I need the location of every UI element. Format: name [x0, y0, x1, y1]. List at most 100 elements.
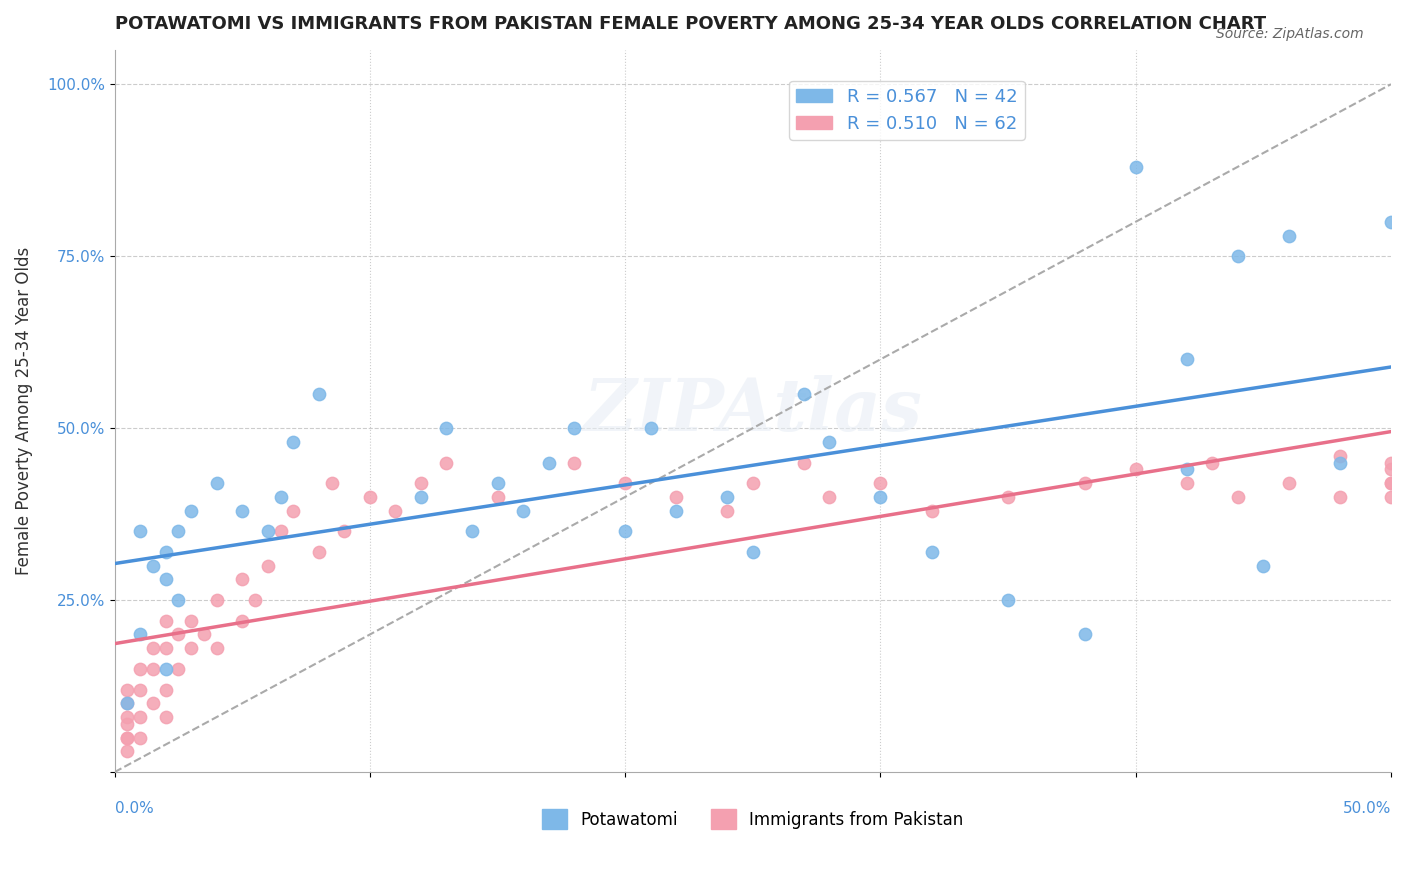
Point — [997, 490, 1019, 504]
Point — [155, 641, 177, 656]
Point — [1379, 462, 1402, 476]
Point — [1379, 476, 1402, 491]
Point — [486, 490, 509, 504]
Point — [793, 386, 815, 401]
Point — [1175, 352, 1198, 367]
Point — [270, 524, 292, 539]
Point — [1125, 462, 1147, 476]
Point — [321, 476, 343, 491]
Point — [180, 641, 202, 656]
Point — [243, 593, 266, 607]
Point — [716, 490, 738, 504]
Point — [167, 593, 190, 607]
Point — [741, 545, 763, 559]
Text: ZIPAtlas: ZIPAtlas — [583, 376, 922, 446]
Point — [129, 524, 152, 539]
Point — [129, 662, 152, 676]
Point — [1226, 490, 1249, 504]
Point — [205, 476, 228, 491]
Point — [1278, 228, 1301, 243]
Point — [129, 731, 152, 745]
Point — [1175, 476, 1198, 491]
Point — [614, 524, 637, 539]
Point — [155, 682, 177, 697]
Point — [1329, 456, 1351, 470]
Point — [205, 593, 228, 607]
Point — [117, 696, 139, 710]
Point — [231, 614, 253, 628]
Point — [921, 504, 943, 518]
Point — [167, 662, 190, 676]
Point — [1175, 462, 1198, 476]
Point — [486, 476, 509, 491]
Point — [117, 696, 139, 710]
Point — [256, 524, 278, 539]
Legend: Potawatomi, Immigrants from Pakistan: Potawatomi, Immigrants from Pakistan — [536, 802, 970, 836]
Point — [155, 614, 177, 628]
Point — [283, 434, 305, 449]
Text: POTAWATOMI VS IMMIGRANTS FROM PAKISTAN FEMALE POVERTY AMONG 25-34 YEAR OLDS CORR: POTAWATOMI VS IMMIGRANTS FROM PAKISTAN F… — [115, 15, 1265, 33]
Point — [155, 710, 177, 724]
Point — [614, 476, 637, 491]
Point — [308, 545, 330, 559]
Point — [562, 421, 585, 435]
Point — [1379, 476, 1402, 491]
Point — [562, 456, 585, 470]
Point — [155, 545, 177, 559]
Point — [1379, 456, 1402, 470]
Point — [167, 524, 190, 539]
Text: Source: ZipAtlas.com: Source: ZipAtlas.com — [1216, 27, 1364, 41]
Point — [1253, 558, 1275, 573]
Point — [205, 641, 228, 656]
Point — [270, 490, 292, 504]
Point — [231, 504, 253, 518]
Point — [793, 456, 815, 470]
Point — [180, 504, 202, 518]
Point — [193, 627, 215, 641]
Point — [308, 386, 330, 401]
Point — [1125, 160, 1147, 174]
Point — [1329, 449, 1351, 463]
Point — [869, 490, 891, 504]
Point — [436, 421, 458, 435]
Point — [1073, 627, 1095, 641]
Point — [665, 490, 688, 504]
Point — [665, 504, 688, 518]
Point — [1379, 215, 1402, 229]
Point — [1073, 476, 1095, 491]
Point — [436, 456, 458, 470]
Point — [256, 558, 278, 573]
Point — [461, 524, 484, 539]
Point — [640, 421, 662, 435]
Point — [142, 662, 165, 676]
Point — [129, 682, 152, 697]
Point — [142, 558, 165, 573]
Point — [818, 490, 841, 504]
Point — [409, 476, 432, 491]
Point — [231, 573, 253, 587]
Point — [1379, 490, 1402, 504]
Point — [142, 641, 165, 656]
Point — [129, 627, 152, 641]
Point — [409, 490, 432, 504]
Point — [117, 731, 139, 745]
Point — [1201, 456, 1223, 470]
Point — [1278, 476, 1301, 491]
Point — [741, 476, 763, 491]
Point — [117, 744, 139, 758]
Point — [921, 545, 943, 559]
Point — [333, 524, 356, 539]
Text: 0.0%: 0.0% — [115, 801, 153, 816]
Point — [180, 614, 202, 628]
Point — [818, 434, 841, 449]
Point — [117, 710, 139, 724]
Point — [997, 593, 1019, 607]
Point — [117, 682, 139, 697]
Point — [359, 490, 381, 504]
Point — [1329, 490, 1351, 504]
Y-axis label: Female Poverty Among 25-34 Year Olds: Female Poverty Among 25-34 Year Olds — [15, 247, 32, 575]
Point — [384, 504, 406, 518]
Text: 50.0%: 50.0% — [1343, 801, 1391, 816]
Point — [155, 573, 177, 587]
Point — [512, 504, 534, 518]
